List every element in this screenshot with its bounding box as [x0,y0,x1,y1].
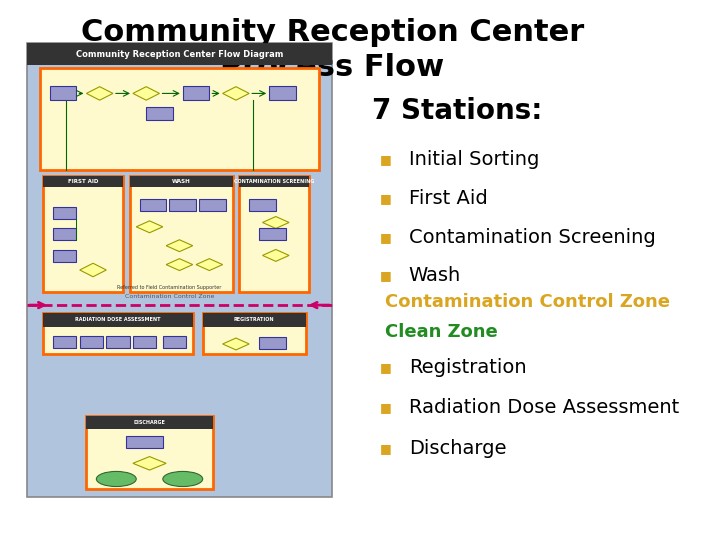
Text: Process Flow: Process Flow [220,53,444,82]
Bar [269,86,296,100]
Text: Contamination Control Zone: Contamination Control Zone [125,294,214,300]
Bar [259,337,286,349]
Text: ■: ■ [379,442,392,455]
Text: Initial Sorting: Initial Sorting [409,150,539,169]
Bar [133,336,156,348]
Bar [183,86,210,100]
Text: RADIATION DOSE ASSESSMENT: RADIATION DOSE ASSESSMENT [75,318,161,322]
Polygon shape [263,249,289,261]
Text: 7 Stations:: 7 Stations: [372,97,543,125]
Bar [146,107,173,120]
Polygon shape [263,217,289,228]
Bar [86,416,212,429]
Bar [27,43,333,65]
Polygon shape [136,221,163,233]
Text: Discharge: Discharge [409,438,506,458]
Text: Radiation Dose Assessment: Radiation Dose Assessment [409,398,679,417]
Text: Community Reception Center Flow Diagram: Community Reception Center Flow Diagram [76,50,283,58]
Ellipse shape [96,471,136,487]
Text: DISCHARGE: DISCHARGE [134,420,166,425]
Bar [203,313,306,327]
Bar [203,313,306,354]
Bar [43,313,193,327]
Ellipse shape [163,471,203,487]
Bar [40,68,319,170]
Polygon shape [222,338,249,350]
Bar [126,436,163,448]
Bar [53,250,76,262]
Polygon shape [196,259,222,271]
Bar [199,199,226,211]
Polygon shape [222,87,249,100]
Bar [43,176,123,187]
Polygon shape [86,87,113,100]
Text: Contamination Control Zone: Contamination Control Zone [385,293,670,312]
Bar [50,86,76,100]
Bar [163,336,186,348]
Bar [43,176,123,292]
Bar [43,313,193,354]
Text: Referred to Field Contamination Supporter: Referred to Field Contamination Supporte… [117,285,222,291]
Bar [249,199,276,211]
Text: ■: ■ [379,192,392,205]
Bar [239,176,309,292]
Text: REGISTRATION: REGISTRATION [234,318,274,322]
Bar [53,207,76,219]
Text: Registration: Registration [409,357,526,377]
Bar [86,416,212,489]
Text: ■: ■ [379,231,392,244]
Bar [53,228,76,240]
Text: WASH: WASH [172,179,191,184]
Polygon shape [133,457,166,470]
Bar [53,336,76,348]
Bar [239,176,309,187]
Bar [27,43,333,497]
Polygon shape [166,259,193,271]
Polygon shape [133,87,160,100]
Bar [80,336,103,348]
Text: Community Reception Center: Community Reception Center [81,18,584,47]
Text: CONTAMINATION SCREENING: CONTAMINATION SCREENING [234,179,315,184]
Bar [107,336,130,348]
Text: Contamination Screening: Contamination Screening [409,227,655,247]
Bar [140,199,166,211]
Bar [259,228,286,240]
Bar [169,199,196,211]
Text: Clean Zone: Clean Zone [385,323,498,341]
Polygon shape [166,240,193,252]
Text: ■: ■ [379,153,392,166]
Bar [130,176,233,292]
Text: ■: ■ [379,361,392,374]
Polygon shape [80,263,107,276]
Text: ■: ■ [379,401,392,414]
Text: ■: ■ [379,269,392,282]
Text: FIRST AID: FIRST AID [68,179,98,184]
Text: Wash: Wash [409,266,461,286]
Bar [130,176,233,187]
Text: First Aid: First Aid [409,188,487,208]
